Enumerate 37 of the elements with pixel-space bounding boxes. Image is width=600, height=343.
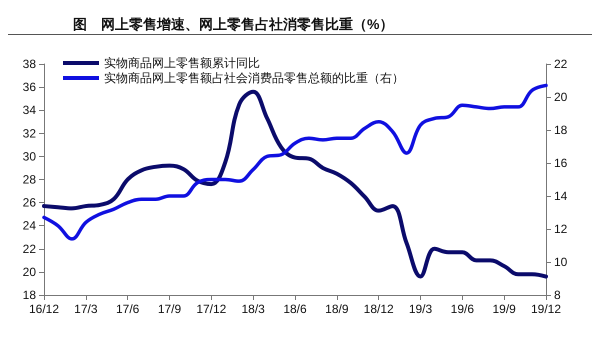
y2-tick-label: 14	[554, 189, 568, 203]
x-tick-label: 18/6	[283, 302, 307, 316]
y-tick-label: 36	[22, 80, 36, 94]
y-tick-label: 30	[22, 149, 36, 164]
y-tick-label: 20	[22, 264, 36, 279]
y-tick-label: 26	[22, 196, 36, 210]
y2-tick-label: 16	[554, 156, 568, 170]
line-series	[42, 84, 548, 241]
chart-title: 图 网上零售增速、网上零售占社消零售比重（%）	[73, 16, 394, 32]
x-tick-label: 17/3	[74, 302, 98, 316]
x-tick-label: 19/12	[530, 302, 562, 316]
y-tick-label: 22	[22, 242, 36, 256]
y-tick-label: 34	[22, 103, 36, 118]
x-tick-label: 18/3	[241, 302, 266, 316]
x-tick-label: 19/3	[408, 302, 432, 316]
y2-tick-label: 18	[554, 123, 568, 137]
y2-tick-label: 10	[554, 255, 568, 269]
y-tick-label: 28	[22, 172, 36, 186]
x-tick-label: 17/9	[158, 302, 182, 316]
y-tick-label: 18	[22, 288, 36, 302]
y2-tick-label: 22	[554, 57, 568, 71]
x-tick-label: 19/9	[492, 302, 516, 316]
legend-label: 实物商品网上零售额占社会消费品零售总额的比重（右）	[104, 71, 404, 85]
y-tick-label: 24	[22, 218, 36, 233]
legend-label: 实物商品网上零售额累计同比	[104, 56, 260, 70]
x-tick-label: 18/12	[364, 302, 394, 316]
x-tick-label: 17/12	[196, 302, 227, 316]
x-tick-label: 16/12	[28, 302, 60, 316]
y2-tick-label: 20	[554, 90, 568, 104]
x-tick-label: 19/6	[450, 302, 474, 316]
x-tick-label: 18/9	[325, 302, 349, 316]
y2-tick-label: 12	[554, 222, 568, 236]
y2-tick-label: 8	[554, 288, 561, 302]
y-tick-label: 32	[22, 126, 36, 140]
x-tick-label: 17/6	[116, 302, 140, 316]
line-series	[42, 90, 548, 279]
y-tick-label: 38	[22, 57, 36, 71]
